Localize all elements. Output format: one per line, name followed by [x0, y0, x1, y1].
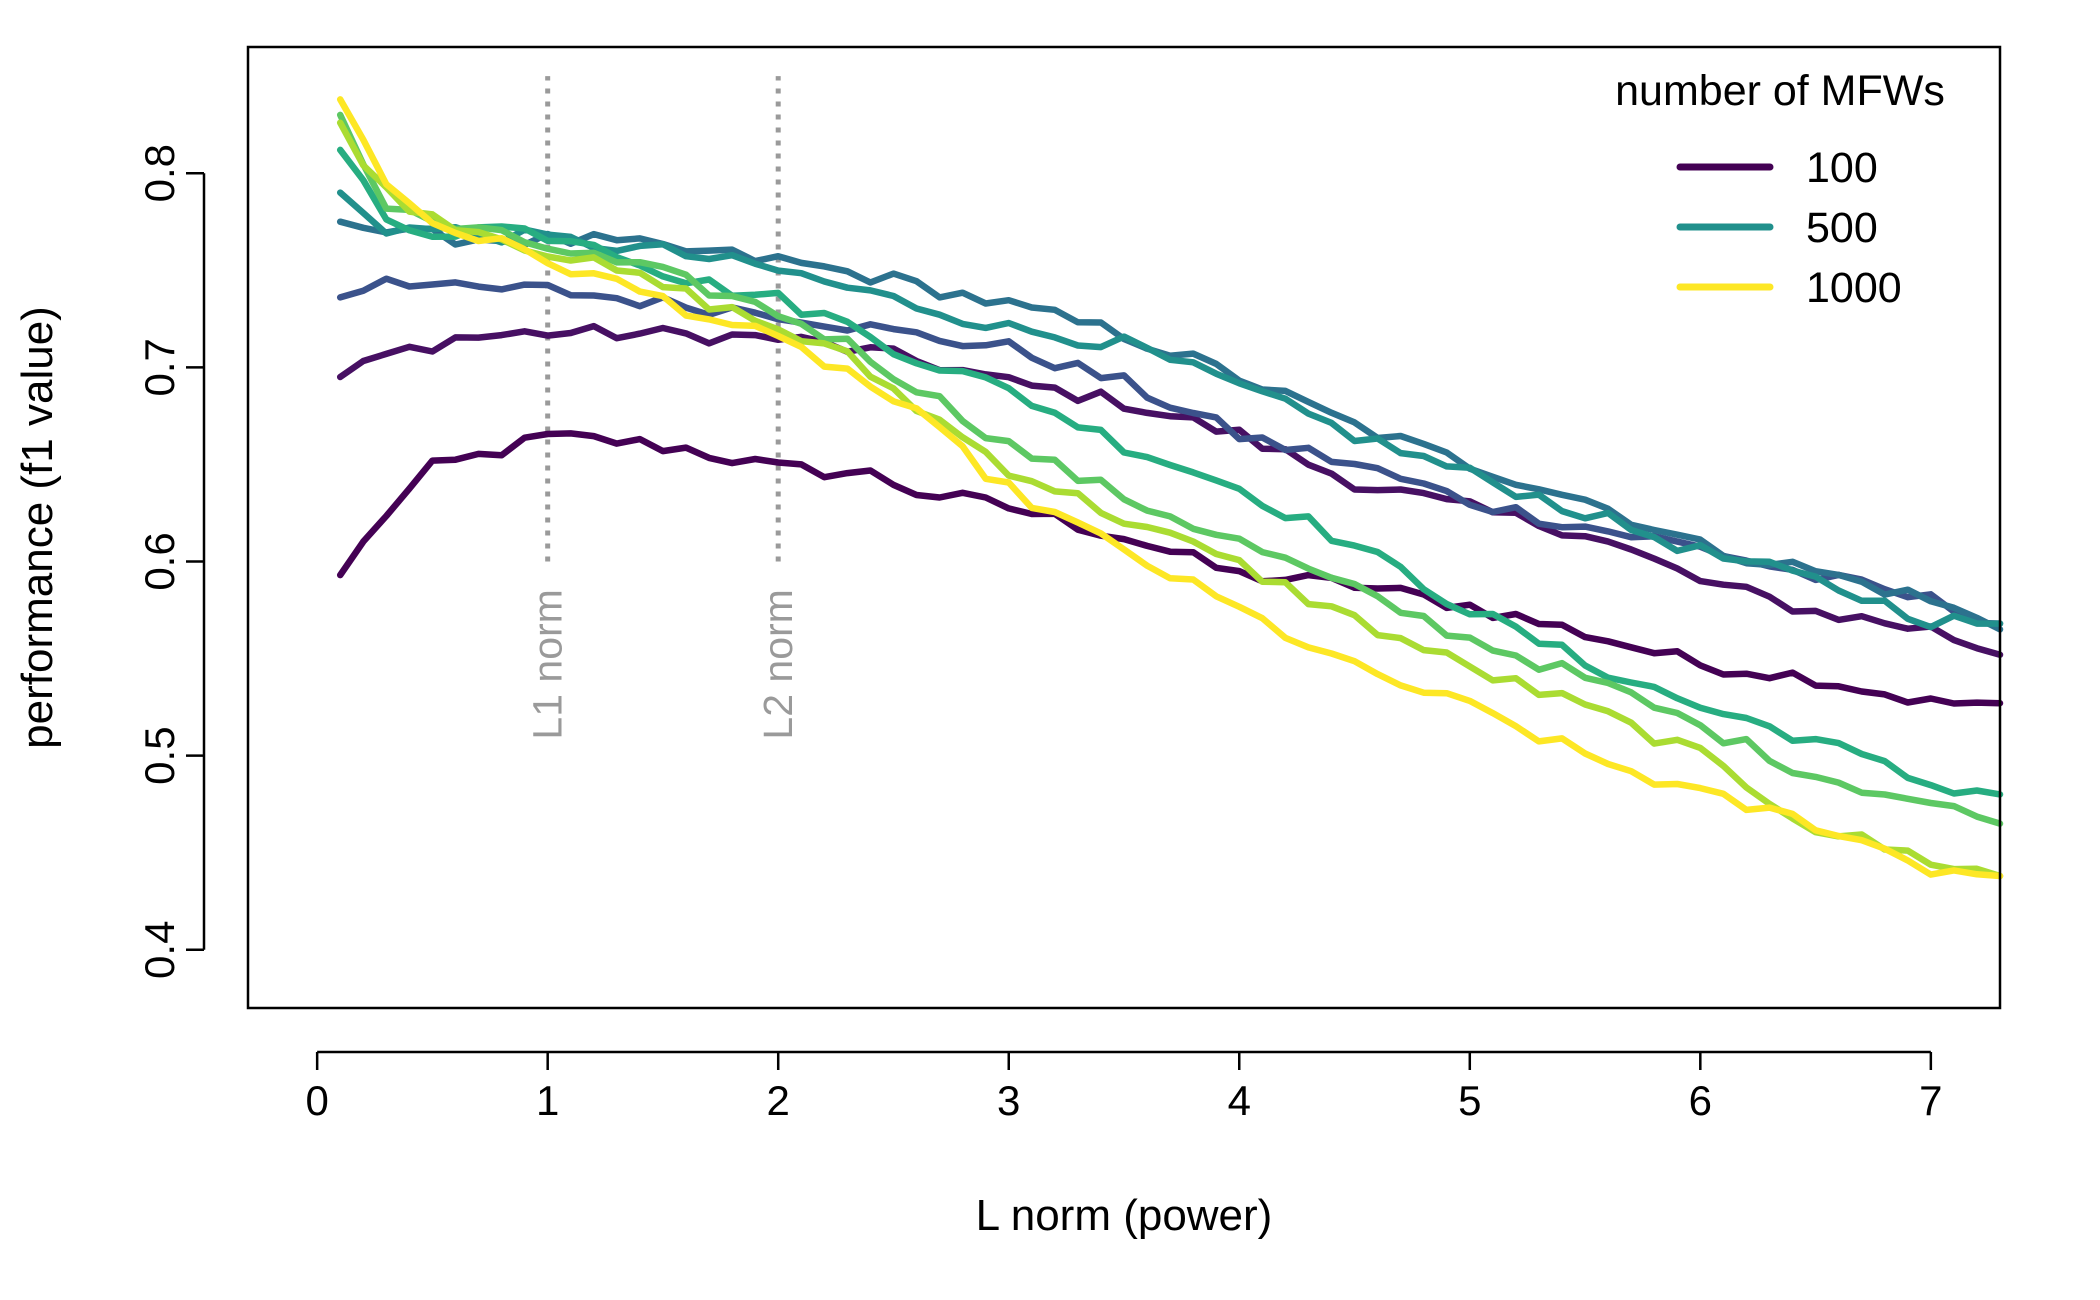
y-axis: 0.4 0.5 0.6 0.7 0.8 — [136, 144, 206, 979]
series-line — [336, 146, 2004, 798]
legend-label: 100 — [1806, 144, 1878, 192]
reference-line-label: L2 norm — [755, 589, 801, 739]
plot-frame — [246, 45, 2002, 1010]
x-tick-label: 6 — [1689, 1077, 1712, 1124]
x-tick-label: 7 — [1919, 1077, 1942, 1124]
y-axis-title: performance (f1 value) — [13, 306, 62, 749]
x-tick-label: 0 — [305, 1077, 328, 1124]
y-tick-label: 0.8 — [136, 144, 183, 202]
legend-label: 500 — [1806, 204, 1878, 252]
x-axis: 0 1 2 3 4 5 6 7 — [305, 1050, 1943, 1124]
y-tick-label: 0.7 — [136, 338, 183, 396]
y-tick-label: 0.6 — [136, 532, 183, 590]
reference-lines: L1 norm L2 norm — [525, 76, 801, 740]
series-line — [336, 218, 2004, 633]
x-tick-label: 1 — [536, 1077, 559, 1124]
series-line — [336, 430, 2004, 707]
legend-label: 1000 — [1806, 264, 1902, 312]
series-line — [336, 111, 2004, 827]
series-line — [336, 96, 2004, 880]
series-line — [336, 322, 2004, 658]
x-tick-label: 3 — [997, 1077, 1020, 1124]
x-tick-label: 5 — [1458, 1077, 1481, 1124]
x-tick-label: 4 — [1228, 1077, 1251, 1124]
series-line — [336, 189, 2004, 631]
y-tick-label: 0.5 — [136, 726, 183, 784]
series-line — [336, 119, 2004, 880]
legend: number of MFWs 100 500 1000 — [1615, 67, 1945, 312]
legend-title: number of MFWs — [1615, 67, 1945, 115]
reference-line-label: L1 norm — [525, 589, 571, 739]
series-lines — [336, 96, 2004, 880]
x-axis-title: L norm (power) — [976, 1191, 1273, 1240]
x-tick-label: 2 — [767, 1077, 790, 1124]
y-tick-label: 0.4 — [136, 921, 183, 979]
